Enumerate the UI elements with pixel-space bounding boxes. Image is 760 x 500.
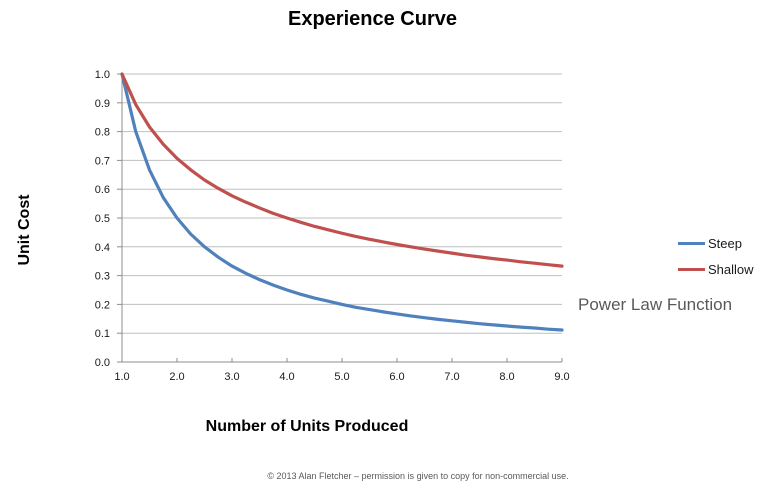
y-tick-label: 0.4 <box>95 242 110 254</box>
legend-item-shallow: Shallow <box>678 256 754 282</box>
legend-label-steep: Steep <box>708 235 742 251</box>
y-tick-label: 0.8 <box>95 127 110 139</box>
y-tick-label: 0.5 <box>95 213 110 225</box>
x-tick-label: 8.0 <box>499 371 514 383</box>
y-tick-label: 0.6 <box>95 184 110 196</box>
x-tick-label: 4.0 <box>279 371 294 383</box>
annotation-power-law-function: Power Law Function <box>578 295 733 314</box>
y-tick-label: 0.2 <box>95 299 110 311</box>
y-tick-label: 0.9 <box>95 98 110 110</box>
legend-line-shallow-icon <box>678 267 705 271</box>
x-tick-label: 9.0 <box>554 371 569 383</box>
y-tick-label: 1.0 <box>95 69 110 81</box>
legend-label-shallow: Shallow <box>708 261 754 277</box>
x-tick-label: 6.0 <box>389 371 404 383</box>
legend-item-steep: Steep <box>678 230 754 256</box>
x-tick-label: 1.0 <box>114 371 129 383</box>
y-tick-label: 0.0 <box>95 357 110 369</box>
x-tick-label: 2.0 <box>169 371 184 383</box>
chart-title: Experience Curve <box>288 8 457 30</box>
y-tick-label: 0.3 <box>95 271 110 283</box>
y-tick-label: 0.7 <box>95 155 110 167</box>
x-tick-label: 7.0 <box>444 371 459 383</box>
legend: Steep Shallow <box>678 230 754 282</box>
series-steep <box>120 72 564 332</box>
y-tick-label: 0.1 <box>95 328 110 340</box>
legend-line-steep-icon <box>678 241 705 245</box>
x-tick-label: 5.0 <box>334 371 349 383</box>
x-tick-label: 3.0 <box>224 371 239 383</box>
x-axis-title: Number of Units Produced <box>205 418 409 435</box>
series-shallow <box>120 72 564 268</box>
copyright-text: © 2013 Alan Fletcher – permission is giv… <box>267 471 569 481</box>
